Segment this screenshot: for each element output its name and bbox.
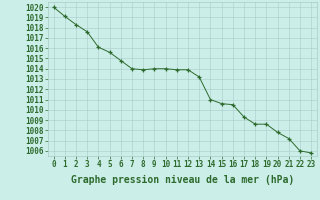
X-axis label: Graphe pression niveau de la mer (hPa): Graphe pression niveau de la mer (hPa) xyxy=(71,175,294,185)
